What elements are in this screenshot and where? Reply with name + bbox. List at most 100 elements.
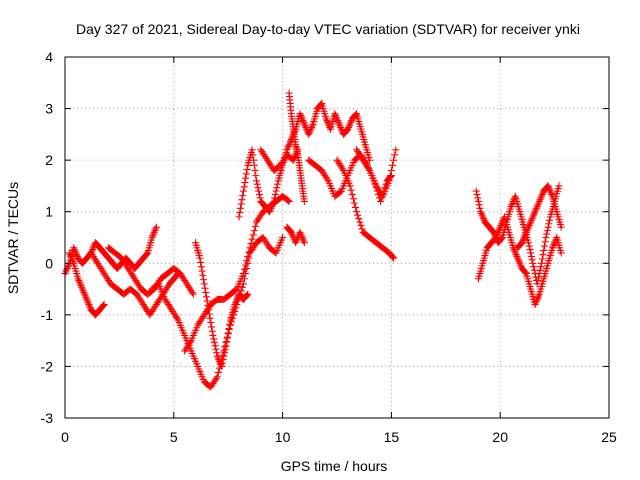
data-point	[213, 352, 221, 360]
data-point	[546, 187, 554, 195]
data-point	[548, 244, 556, 252]
data-point	[546, 185, 554, 193]
data-point	[324, 118, 332, 126]
data-point	[534, 201, 542, 209]
data-point	[528, 215, 536, 223]
data-point	[549, 242, 557, 250]
data-point	[210, 335, 218, 343]
data-point	[529, 259, 537, 267]
data-point	[479, 213, 487, 221]
data-point	[524, 223, 532, 231]
data-point	[243, 291, 251, 299]
series-trace-k	[283, 223, 308, 247]
series-trace-m	[333, 156, 398, 262]
data-point	[200, 276, 208, 284]
data-point	[247, 240, 255, 248]
y-tick-label: 4	[45, 49, 53, 65]
data-point	[522, 230, 530, 238]
data-point	[149, 232, 157, 240]
data-point	[332, 113, 340, 121]
series-trace-j	[285, 89, 308, 205]
data-point	[272, 187, 280, 195]
data-point	[338, 165, 346, 173]
data-point	[498, 234, 506, 242]
data-point	[100, 301, 108, 309]
data-point	[284, 142, 292, 150]
data-point	[509, 199, 517, 207]
data-point	[83, 295, 91, 303]
data-point	[337, 125, 345, 133]
data-point	[239, 270, 247, 278]
data-point	[297, 111, 305, 119]
data-point	[65, 249, 73, 257]
y-tick-label: 2	[45, 152, 53, 168]
series-trace-g	[192, 239, 252, 370]
data-point	[237, 204, 245, 212]
data-point	[299, 117, 307, 125]
data-point	[68, 256, 76, 264]
data-point	[244, 290, 252, 298]
data-point	[189, 290, 197, 298]
data-point	[66, 251, 74, 259]
x-tick-label: 10	[275, 429, 291, 445]
data-point	[151, 227, 159, 235]
data-point	[346, 120, 354, 128]
data-point	[540, 246, 548, 254]
data-point	[518, 239, 526, 247]
y-tick-label: -2	[41, 358, 54, 374]
data-point	[200, 280, 208, 288]
data-point	[322, 115, 330, 123]
data-point	[298, 234, 306, 241]
data-point	[519, 235, 527, 243]
data-point	[528, 256, 536, 264]
series-trace-e	[148, 234, 287, 391]
data-point	[532, 206, 540, 214]
data-point	[237, 200, 245, 208]
data-point	[74, 275, 82, 283]
data-point	[390, 156, 398, 164]
data-point	[75, 276, 83, 284]
y-tick-label: -1	[41, 307, 54, 323]
data-point	[152, 223, 160, 231]
data-point	[351, 203, 359, 211]
data-point	[223, 338, 231, 346]
data-point	[221, 345, 229, 353]
data-point	[547, 189, 555, 197]
data-point	[305, 130, 313, 138]
y-tick-label: -3	[41, 410, 54, 426]
data-point	[214, 368, 222, 376]
data-point	[532, 299, 540, 307]
data-point	[62, 266, 70, 274]
data-point	[205, 306, 213, 314]
axis-ticks: 0 5 10 15 20 25 -3 -2 -1 0 1 2 3 4	[41, 49, 617, 445]
data-point	[256, 194, 264, 202]
data-point	[76, 278, 84, 286]
data-point	[474, 197, 482, 205]
data-point	[385, 177, 393, 185]
data-point	[252, 177, 260, 185]
data-point	[536, 266, 544, 274]
data-point	[389, 253, 397, 261]
x-tick-label: 5	[170, 429, 178, 445]
x-tick-label: 0	[61, 429, 69, 445]
data-point	[521, 268, 529, 276]
data-point	[252, 172, 260, 180]
data-point	[332, 111, 340, 119]
data-point	[525, 221, 533, 229]
data-point	[300, 237, 308, 245]
data-point	[535, 292, 543, 300]
data-point	[219, 356, 227, 364]
y-tick-label: 0	[45, 255, 53, 271]
data-point	[511, 249, 519, 257]
data-point	[239, 187, 247, 195]
data-point	[555, 182, 563, 190]
data-point	[285, 197, 293, 205]
data-point	[530, 263, 538, 271]
data-point	[387, 166, 395, 174]
data-point	[532, 204, 540, 212]
data-point	[212, 374, 220, 382]
data-point	[254, 184, 262, 192]
data-point	[202, 293, 210, 301]
data-point	[524, 239, 532, 247]
data-point	[251, 222, 259, 230]
